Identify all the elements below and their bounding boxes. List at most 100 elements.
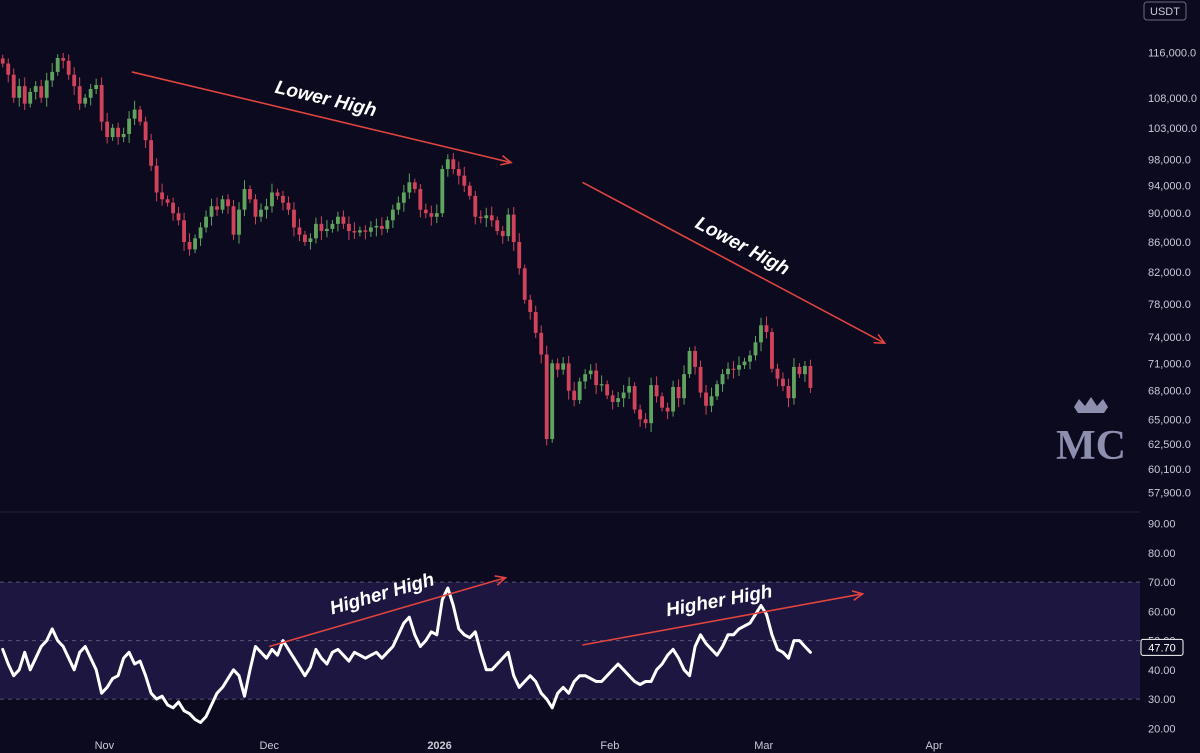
candle-body [577, 381, 582, 401]
candle-body [489, 215, 494, 221]
candle-body [544, 354, 549, 440]
candle-body [121, 133, 126, 138]
candle [303, 230, 307, 246]
candle [171, 197, 175, 221]
candle [248, 185, 252, 204]
candle [132, 100, 137, 125]
candle [242, 180, 247, 217]
candle-body [61, 58, 66, 61]
candle [319, 216, 324, 240]
candle-body [396, 202, 401, 210]
candle-body [643, 419, 648, 424]
candle [605, 380, 610, 400]
candle-body [698, 366, 703, 393]
candle-body [379, 226, 384, 229]
candle-body [341, 216, 346, 224]
candle [187, 233, 192, 256]
price-tick-label: 82,000.0 [1148, 267, 1191, 279]
candle-body [105, 121, 110, 138]
candle [292, 202, 296, 237]
rsi-tick-label: 60.00 [1148, 606, 1176, 618]
candle [127, 111, 132, 143]
candle [231, 199, 236, 240]
candle [264, 198, 269, 219]
candle-body [363, 230, 368, 232]
price-tick-label: 90,000.0 [1148, 208, 1191, 220]
candle-body [770, 332, 774, 369]
candle [44, 72, 49, 107]
candle-body [154, 165, 159, 193]
rsi-tick-label: 40.00 [1148, 665, 1176, 677]
candle-body [440, 169, 445, 214]
candle-body [632, 386, 637, 410]
price-tick-label: 103,000.0 [1148, 123, 1197, 135]
candle [379, 217, 384, 236]
candle-body [171, 202, 175, 214]
candle-body [654, 385, 659, 397]
candle-body [303, 234, 307, 242]
candle [270, 183, 274, 213]
candle [539, 325, 544, 364]
currency-badge[interactable]: USDT [1143, 1, 1187, 21]
candle [390, 204, 395, 228]
candle-body [517, 241, 522, 269]
candle [121, 127, 126, 143]
candle [0, 54, 5, 68]
candle [500, 226, 505, 244]
candle-body [325, 228, 329, 232]
time-axis: Nov Dec 2026 Feb Mar Apr [95, 740, 943, 752]
candle-body [286, 202, 291, 210]
candle [511, 207, 516, 251]
candle [226, 194, 230, 214]
candle-body [50, 71, 55, 81]
candle-body [88, 89, 93, 98]
candle-body [94, 84, 99, 90]
candle-body [72, 74, 77, 87]
candle [314, 217, 318, 244]
candle-body [55, 58, 60, 72]
candle [253, 194, 258, 225]
candle [577, 377, 582, 404]
trend-arrow-head [500, 154, 513, 166]
candle-body [599, 384, 604, 386]
time-tick-label: Nov [95, 740, 115, 752]
candle-body [742, 361, 747, 366]
candle-body [275, 192, 280, 196]
currency-label: USDT [1150, 6, 1180, 18]
candle-body [649, 385, 654, 424]
crown-icon [1074, 397, 1108, 413]
candle-body [44, 80, 49, 98]
candle [555, 358, 560, 378]
candle [638, 404, 643, 427]
candle-body [473, 195, 478, 217]
candle [665, 402, 670, 420]
candle [517, 233, 522, 275]
candle [325, 220, 329, 238]
candle-body [555, 363, 560, 370]
candle [77, 77, 82, 111]
candle [434, 204, 439, 224]
time-tick-label: 2026 [427, 740, 451, 752]
candle-body [127, 118, 132, 134]
candle-body [132, 109, 137, 119]
candle-body [39, 86, 44, 98]
time-tick-label: Mar [754, 740, 773, 752]
candle [215, 197, 219, 217]
candle [374, 218, 379, 237]
candle [566, 355, 571, 400]
candle [11, 68, 16, 103]
candle-body [533, 311, 538, 333]
logo-text: MC [1056, 423, 1126, 469]
candle-body [566, 363, 571, 391]
candle-body [330, 223, 335, 229]
candle [627, 377, 632, 399]
candle [720, 369, 725, 392]
candle [209, 198, 214, 226]
candle-body [204, 216, 208, 228]
candle-body [209, 206, 214, 217]
candle [643, 412, 648, 429]
candle-body [176, 213, 181, 221]
candle [22, 77, 27, 111]
candle [198, 222, 203, 246]
candle-body [467, 185, 472, 196]
